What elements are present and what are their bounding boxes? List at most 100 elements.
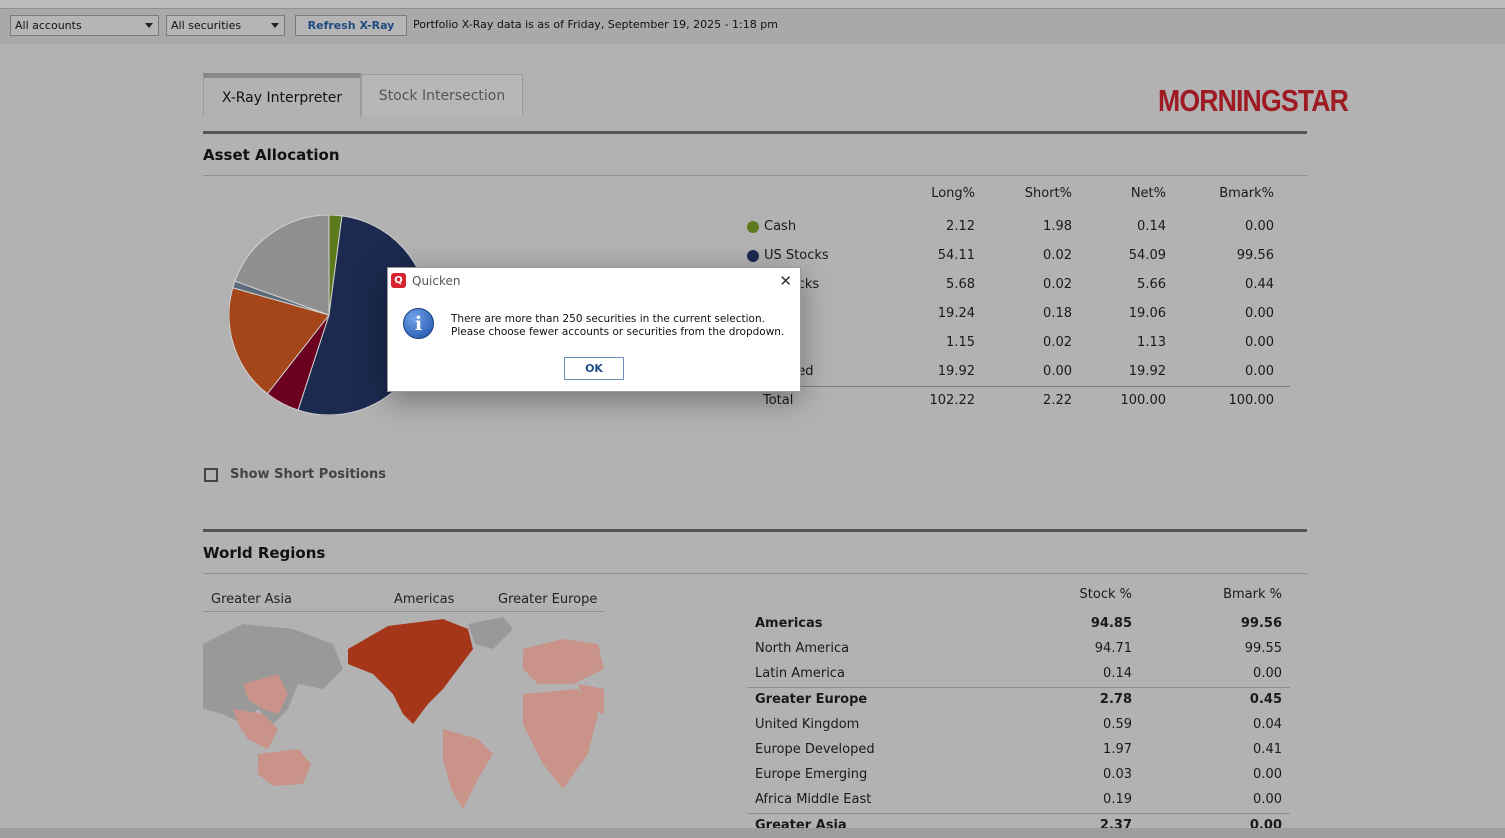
asset-cell-bmark: 0.00	[1245, 364, 1274, 379]
map-label-greater-europe: Greater Europe	[498, 592, 598, 607]
region-row-label: Europe Developed	[755, 742, 875, 757]
asset-cell-short: 0.02	[1043, 277, 1072, 292]
ok-button[interactable]: OK	[564, 357, 624, 380]
toolbar: All accounts All securities Refresh X-Ra…	[0, 0, 1505, 44]
as-of-text: Portfolio X-Ray data is as of Friday, Se…	[413, 18, 778, 31]
asset-cell-long: 19.92	[937, 364, 975, 379]
map-region-south-america	[443, 729, 493, 809]
show-short-positions-label: Show Short Positions	[230, 467, 387, 482]
region-stock-value: 94.71	[1094, 641, 1132, 656]
region-bmark-value: 99.56	[1240, 616, 1282, 631]
section-divider	[203, 175, 1307, 176]
accounts-dropdown-value: All accounts	[15, 19, 82, 32]
asset-cell-long: 54.11	[937, 248, 975, 263]
region-stock-value: 0.03	[1103, 767, 1132, 782]
region-stock-value: 0.14	[1103, 666, 1132, 681]
asset-cell-short: 0.18	[1043, 306, 1072, 321]
region-row-label: United Kingdom	[755, 717, 860, 732]
morningstar-logo: MORNINGSTAR	[1158, 83, 1349, 118]
section-divider	[203, 131, 1307, 134]
map-region-greenland	[468, 617, 513, 649]
region-stock-value: 0.59	[1103, 717, 1132, 732]
quicken-alert-dialog: Q Quicken ✕ i There are more than 250 se…	[387, 267, 801, 392]
refresh-xray-button[interactable]: Refresh X-Ray	[295, 15, 407, 36]
region-row-label: Africa Middle East	[755, 792, 872, 807]
world-map	[203, 617, 604, 809]
asset-row-name: US Stocks	[764, 248, 829, 263]
map-region-africa	[523, 689, 598, 789]
asset-cell-long: 5.68	[946, 277, 975, 292]
tab-stock-intersection[interactable]: Stock Intersection	[361, 74, 523, 116]
region-group-divider	[747, 813, 1290, 814]
region-row-label: Americas	[755, 616, 823, 631]
total-short: 2.22	[1043, 393, 1072, 408]
map-region-middle-east	[578, 684, 604, 714]
securities-dropdown-value: All securities	[171, 19, 242, 32]
map-label-divider	[203, 611, 604, 612]
info-icon: i	[403, 308, 434, 339]
total-long: 102.22	[929, 393, 976, 408]
close-icon[interactable]: ✕	[779, 272, 792, 290]
asset-row-name: Cash	[764, 219, 797, 234]
dialog-message-line-1: There are more than 250 securities in th…	[451, 313, 765, 325]
asset-cell-net: 5.66	[1137, 277, 1166, 292]
total-bmark: 100.00	[1228, 393, 1275, 408]
region-bmark-value: 0.00	[1253, 666, 1282, 681]
tab-xray-interpreter[interactable]: X-Ray Interpreter	[203, 73, 361, 117]
legend-dot-icon	[747, 249, 759, 262]
map-region-australia	[258, 749, 311, 786]
region-row-label: Greater Europe	[755, 692, 868, 707]
asset-cell-net: 19.06	[1128, 306, 1166, 321]
dialog-message: There are more than 250 securities in th…	[451, 313, 784, 339]
total-label: Total	[763, 393, 794, 408]
asset-cell-bmark: 99.56	[1236, 248, 1274, 263]
region-bmark-value: 0.00	[1253, 767, 1282, 782]
region-group-divider	[747, 687, 1290, 688]
world-regions-title: World Regions	[203, 544, 326, 562]
asset-cell-short: 0.00	[1043, 364, 1072, 379]
col-header-stock: Stock %	[1079, 587, 1132, 602]
region-row-label: Europe Emerging	[755, 767, 868, 782]
map-region-north-america	[348, 619, 473, 724]
dialog-message-line-2: Please choose fewer accounts or securiti…	[451, 326, 785, 338]
map-region-asia	[203, 624, 343, 724]
region-bmark-value: 0.45	[1249, 692, 1282, 707]
asset-cell-short: 0.02	[1043, 335, 1072, 350]
region-stock-value: 0.19	[1103, 792, 1132, 807]
quicken-app-icon: Q	[391, 273, 406, 288]
pie-slice-not-classified	[234, 215, 330, 316]
col-header-bmark: Bmark%	[1219, 186, 1274, 201]
map-region-europe	[523, 639, 604, 684]
pie-slice-bonds	[229, 287, 330, 395]
asset-cell-net: 1.13	[1137, 335, 1166, 350]
show-short-positions-checkbox[interactable]	[204, 468, 218, 482]
asset-cell-bmark: 0.00	[1245, 219, 1274, 234]
region-bmark-value: 99.55	[1244, 641, 1282, 656]
section-divider	[203, 529, 1307, 532]
bottom-scroll-strip	[0, 828, 1505, 838]
toolbar-divider	[0, 8, 1505, 9]
asset-cell-net: 0.14	[1137, 219, 1166, 234]
asset-cell-bmark: 0.44	[1245, 277, 1274, 292]
accounts-dropdown[interactable]: All accounts	[10, 15, 159, 36]
asset-row-label: US Stocks	[747, 248, 829, 263]
region-stock-value: 2.78	[1099, 692, 1132, 707]
map-region-south-asia	[243, 674, 288, 714]
region-stock-value: 94.85	[1090, 616, 1132, 631]
region-row-label: North America	[755, 641, 850, 656]
total-divider	[747, 386, 1290, 387]
section-divider	[203, 573, 1307, 574]
asset-cell-long: 19.24	[937, 306, 975, 321]
map-label-americas: Americas	[394, 592, 455, 607]
asset-cell-net: 54.09	[1128, 248, 1166, 263]
chevron-down-icon	[271, 23, 279, 28]
col-header-bmark: Bmark %	[1223, 587, 1282, 602]
securities-dropdown[interactable]: All securities	[166, 15, 285, 36]
asset-cell-short: 1.98	[1043, 219, 1072, 234]
total-net: 100.00	[1120, 393, 1167, 408]
map-label-greater-asia: Greater Asia	[211, 592, 292, 607]
col-header-net: Net%	[1130, 186, 1166, 201]
col-header-short: Short%	[1024, 186, 1072, 201]
asset-cell-net: 19.92	[1128, 364, 1166, 379]
region-row-label: Latin America	[755, 666, 845, 681]
